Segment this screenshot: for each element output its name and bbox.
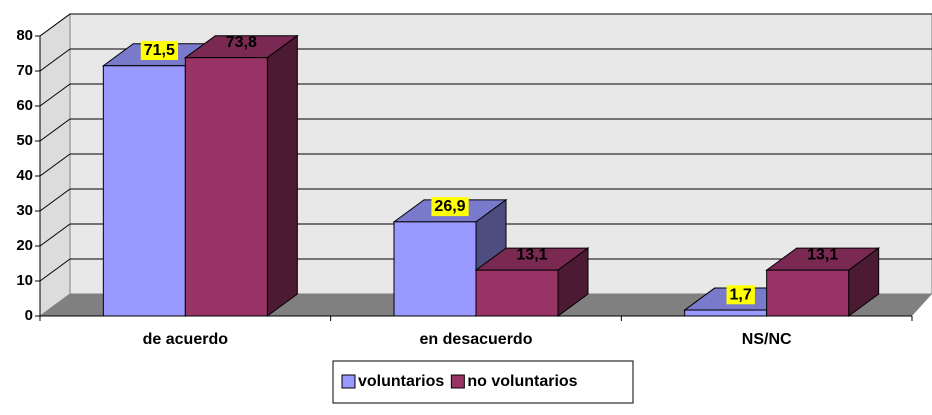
grid-line-side — [39, 118, 71, 142]
bar-front — [475, 269, 559, 317]
legend-label: voluntarios — [358, 373, 444, 390]
value-label: 26,9 — [434, 198, 465, 215]
x-tick-label: NS/NC — [742, 331, 792, 348]
bar-front — [184, 57, 268, 317]
legend-label: no voluntarios — [467, 373, 577, 390]
y-tick-label: 80 — [16, 27, 33, 44]
value-label-bg — [140, 40, 179, 60]
bar — [765, 247, 881, 317]
y-tick-label: 10 — [16, 272, 33, 289]
value-label: 73,8 — [226, 34, 257, 51]
bar — [474, 247, 590, 317]
bar-front — [393, 221, 477, 317]
value-label: 1,7 — [730, 286, 752, 303]
y-tick-label: 60 — [16, 97, 33, 114]
grid-line-side — [39, 83, 71, 107]
bar-front — [102, 65, 186, 317]
legend: voluntarios no voluntarios — [332, 360, 634, 404]
bar — [183, 34, 299, 317]
y-tick-label: 30 — [16, 202, 33, 219]
grid-line-side — [39, 153, 71, 177]
grid-line-side — [39, 258, 71, 282]
y-tick-label: 20 — [16, 237, 33, 254]
y-tick-label: 50 — [16, 132, 33, 149]
value-label: 71,5 — [144, 42, 175, 59]
legend-box — [332, 360, 634, 404]
y-tick-label: 40 — [16, 167, 33, 184]
legend-swatch — [341, 374, 356, 389]
bar-front — [766, 269, 850, 317]
bar-front — [684, 309, 768, 317]
legend-swatch — [450, 374, 465, 389]
grid-line-side — [39, 13, 71, 37]
value-label-bg — [431, 197, 469, 217]
x-tick-label: de acuerdo — [143, 331, 229, 348]
y-tick-label: 0 — [25, 307, 33, 324]
grid-line-side — [39, 223, 71, 247]
value-label: 13,1 — [807, 246, 838, 263]
bar-side — [266, 34, 298, 317]
grid-line-side — [39, 48, 71, 72]
value-label: 13,1 — [516, 246, 547, 263]
x-tick-label: en desacuerdo — [420, 331, 533, 348]
grid-line-side — [39, 188, 71, 212]
value-label-bg — [726, 285, 755, 305]
y-tick-label: 70 — [16, 62, 33, 79]
